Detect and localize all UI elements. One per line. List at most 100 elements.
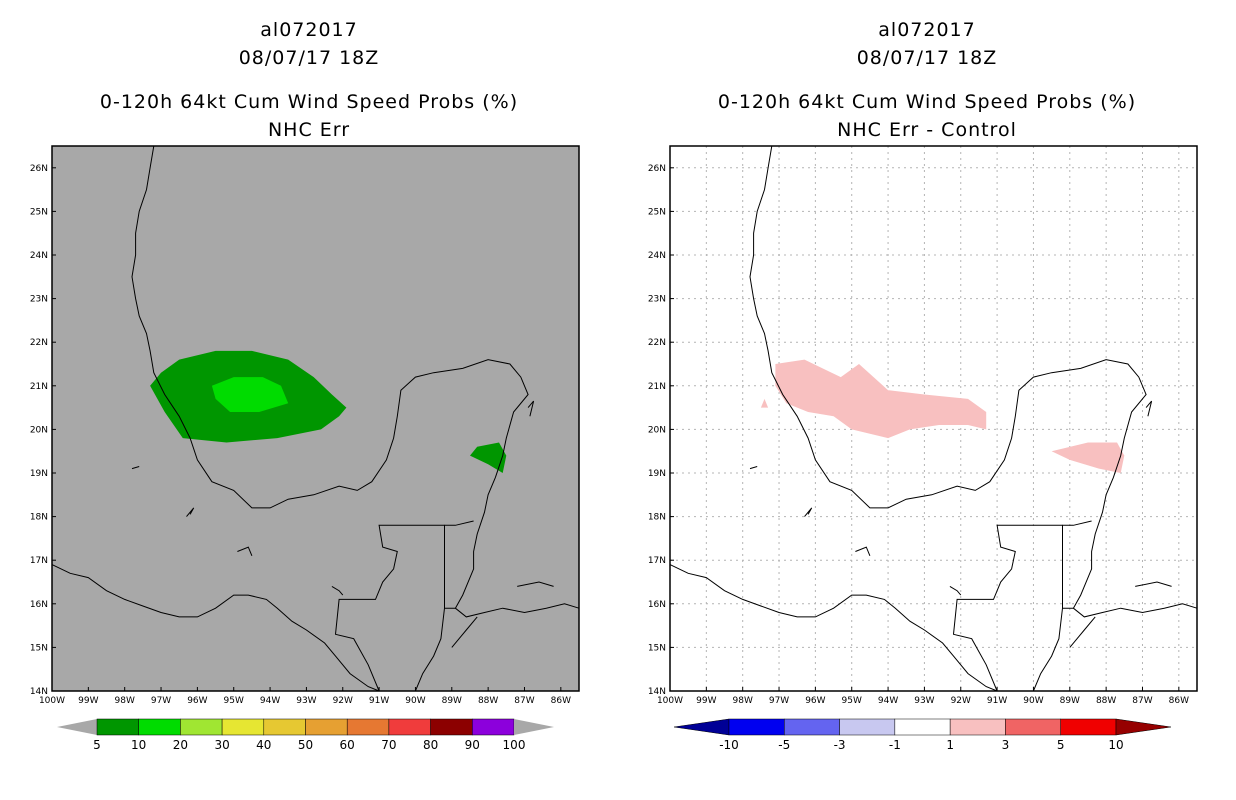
latitude-tick-label: 16N — [30, 600, 48, 610]
colorbar-segment — [949, 718, 1006, 736]
longitude-tick-label: 93W — [914, 696, 934, 706]
colorbar-segment — [346, 718, 390, 736]
island-outline — [527, 400, 535, 417]
colorbar-high-arrow — [1115, 718, 1172, 736]
island-outline — [186, 507, 195, 517]
longitude-tick-label: 96W — [805, 696, 825, 706]
init-time-title: 08/07/17 18Z — [856, 47, 998, 69]
longitude-tick-label: 86W — [551, 696, 571, 706]
longitude-tick-label: 88W — [1096, 696, 1116, 706]
longitude-tick-label: 100W — [657, 696, 683, 706]
latitude-tick-label: 23N — [30, 295, 48, 305]
longitude-tick-label: 89W — [1060, 696, 1080, 706]
island-outline — [1145, 400, 1153, 417]
longitude-tick-label: 98W — [115, 696, 135, 706]
gulf-coastline — [131, 145, 580, 618]
subtitle: NHC Err - Control — [837, 119, 1017, 141]
colorbar-label: 5 — [93, 738, 101, 752]
island-outline — [237, 546, 253, 556]
diff-1-3-area-west — [775, 359, 987, 439]
longitude-tick-label: 88W — [478, 696, 498, 706]
latitude-tick-label: 25N — [30, 207, 48, 217]
country-border — [952, 524, 1074, 692]
latitude-tick-label: 20N — [648, 425, 666, 435]
colorbar-label: 30 — [214, 738, 229, 752]
latitude-tick-label: 17N — [648, 556, 666, 566]
latitude-tick-label: 20N — [30, 425, 48, 435]
colorbar-label: 5 — [1057, 738, 1065, 752]
country-border — [451, 616, 478, 648]
colorbar-segment — [839, 718, 896, 736]
init-time-title: 08/07/17 18Z — [238, 47, 380, 69]
longitude-tick-label: 99W — [78, 696, 98, 706]
right-panel: al072017 08/07/17 18Z 0-120h 64kt Cum Wi… — [618, 0, 1236, 800]
colorbar-label: 100 — [503, 738, 526, 752]
colorbar-label: 10 — [1108, 738, 1123, 752]
colorbar-segment — [784, 718, 840, 736]
colorbar-segment — [221, 718, 265, 736]
country-border — [1032, 608, 1063, 692]
longitude-tick-label: 96W — [187, 696, 207, 706]
left-panel: al072017 08/07/17 18Z 0-120h 64kt Cum Wi… — [30, 19, 580, 752]
colorbar-high-arrow — [514, 719, 554, 735]
colorbar-label: -3 — [834, 738, 846, 752]
latitude-tick-label: 17N — [30, 556, 48, 566]
latitude-tick-label: 25N — [648, 207, 666, 217]
country-border — [334, 524, 456, 692]
latitude-tick-label: 23N — [648, 295, 666, 305]
product-title: 0-120h 64kt Cum Wind Speed Probs (%) — [99, 91, 519, 113]
latitude-tick-label: 14N — [648, 687, 666, 697]
colorbar-segment — [305, 718, 348, 736]
longitude-tick-label: 97W — [151, 696, 171, 706]
latitude-tick-label: 22N — [30, 338, 48, 348]
colorbar-segment — [894, 718, 951, 736]
latitude-tick-label: 15N — [30, 643, 48, 653]
colorbar-segment — [96, 718, 139, 736]
country-border — [414, 608, 445, 692]
storm-id-title: al072017 — [878, 19, 976, 41]
latitude-tick-label: 16N — [648, 600, 666, 610]
longitude-tick-label: 99W — [696, 696, 716, 706]
colorbar-label: 20 — [173, 738, 188, 752]
latitude-tick-label: 24N — [648, 251, 666, 261]
colorbar-label: 50 — [298, 738, 313, 752]
island-outline — [855, 546, 871, 556]
pacific-coastline — [51, 564, 380, 692]
latitude-tick-label: 26N — [648, 164, 666, 174]
longitude-tick-label: 95W — [224, 696, 244, 706]
longitude-tick-label: 90W — [1023, 696, 1043, 706]
latitude-tick-label: 14N — [30, 687, 48, 697]
colorbar-segment — [472, 718, 515, 736]
longitude-tick-label: 87W — [514, 696, 534, 706]
colorbar-label: -5 — [778, 738, 790, 752]
latitude-tick-label: 19N — [648, 469, 666, 479]
latitude-tick-label: 21N — [648, 382, 666, 392]
colorbar-label: 80 — [423, 738, 438, 752]
difference-map: 100W 99W 98W 97W 96W 95W 94W 93W 92W 91W 90W 89W 88W… — [648, 145, 1198, 752]
latitude-tick-label: 18N — [30, 513, 48, 523]
prob-5-10-area-east — [470, 442, 507, 473]
gulf-coastline — [749, 145, 1198, 618]
longitude-tick-label: 87W — [1132, 696, 1152, 706]
latitude-tick-label: 15N — [648, 643, 666, 653]
colorbar-label: 1 — [946, 738, 954, 752]
country-border — [1069, 616, 1096, 648]
diff-1-3-area-east — [1051, 442, 1125, 473]
colorbar-label: 90 — [465, 738, 480, 752]
colorbar-segment — [388, 718, 431, 736]
longitude-tick-label: 92W — [333, 696, 353, 706]
prob-10-20-area-west — [211, 377, 289, 412]
longitude-tick-label: 94W — [260, 696, 280, 706]
country-border — [1062, 520, 1092, 526]
island-outline — [331, 585, 344, 596]
map-frame — [51, 145, 580, 692]
island-outline — [517, 581, 554, 587]
island-outline — [804, 507, 813, 517]
island-outline — [949, 585, 962, 596]
longitude-tick-label: 100W — [39, 696, 65, 706]
colorbar-label: -1 — [889, 738, 901, 752]
colorbar-segment — [263, 718, 306, 736]
longitude-tick-label: 86W — [1169, 696, 1189, 706]
colorbar-label: -10 — [719, 738, 739, 752]
colorbar-label: 60 — [340, 738, 355, 752]
